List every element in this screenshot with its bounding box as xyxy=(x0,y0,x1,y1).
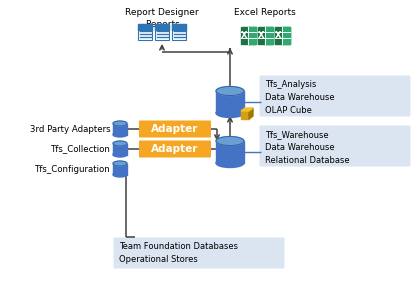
Bar xyxy=(138,24,152,30)
Bar xyxy=(172,24,186,40)
Ellipse shape xyxy=(113,141,127,146)
Bar xyxy=(282,26,290,43)
Ellipse shape xyxy=(216,86,244,96)
FancyBboxPatch shape xyxy=(260,126,411,167)
FancyBboxPatch shape xyxy=(139,121,211,138)
Text: Tfs_Analysis
Data Warehouse
OLAP Cube: Tfs_Analysis Data Warehouse OLAP Cube xyxy=(265,80,334,115)
Bar xyxy=(248,26,255,43)
Ellipse shape xyxy=(113,161,127,166)
Bar xyxy=(155,24,169,40)
Bar xyxy=(172,24,186,40)
Bar xyxy=(113,164,127,175)
Bar xyxy=(172,24,186,30)
Bar xyxy=(258,26,272,43)
Text: Tfs_Collection: Tfs_Collection xyxy=(51,145,111,154)
Text: X: X xyxy=(241,31,248,40)
Text: Tfs_Configuration: Tfs_Configuration xyxy=(35,165,111,173)
Bar xyxy=(216,141,244,163)
Ellipse shape xyxy=(216,137,244,146)
Text: Team Foundation Databases
Operational Stores: Team Foundation Databases Operational St… xyxy=(119,242,238,264)
FancyBboxPatch shape xyxy=(260,75,411,116)
Bar xyxy=(155,24,169,40)
Text: Report Designer
Reports: Report Designer Reports xyxy=(125,8,199,29)
Polygon shape xyxy=(241,108,253,111)
Bar xyxy=(265,26,272,43)
Text: 3rd Party Adapters: 3rd Party Adapters xyxy=(30,124,111,133)
Bar xyxy=(216,91,244,113)
Polygon shape xyxy=(249,108,253,119)
FancyBboxPatch shape xyxy=(114,238,285,268)
Text: X: X xyxy=(258,31,265,40)
Ellipse shape xyxy=(113,121,127,126)
Ellipse shape xyxy=(113,152,127,157)
Text: X: X xyxy=(275,31,282,40)
Ellipse shape xyxy=(113,132,127,137)
FancyBboxPatch shape xyxy=(139,140,211,157)
Ellipse shape xyxy=(216,159,244,168)
Text: Adapter: Adapter xyxy=(151,124,199,134)
Bar xyxy=(138,24,152,40)
Text: Tfs_Warehouse
Data Warehouse
Relational Database: Tfs_Warehouse Data Warehouse Relational … xyxy=(265,130,349,165)
Bar xyxy=(113,143,127,154)
Bar xyxy=(138,24,152,40)
Polygon shape xyxy=(241,111,249,119)
Bar xyxy=(240,26,255,43)
Ellipse shape xyxy=(113,172,127,177)
Bar xyxy=(113,124,127,135)
Ellipse shape xyxy=(216,108,244,118)
Bar xyxy=(155,24,169,30)
Text: Excel Reports: Excel Reports xyxy=(234,8,296,17)
Text: Adapter: Adapter xyxy=(151,144,199,154)
Bar xyxy=(275,26,290,43)
